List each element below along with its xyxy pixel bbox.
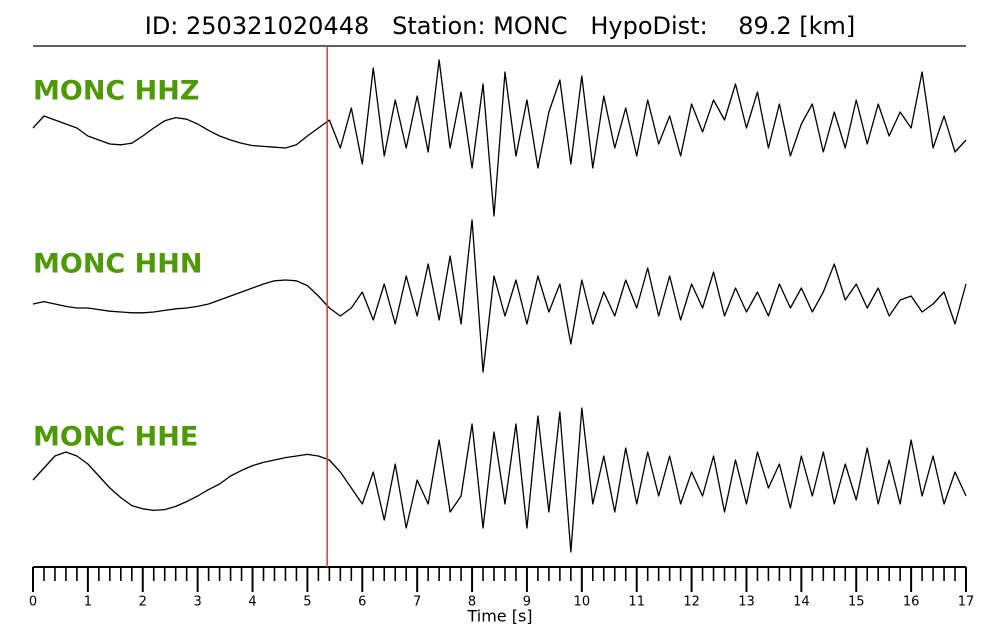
trace-label: MONC HHE bbox=[33, 422, 198, 453]
waveform bbox=[32, 219, 967, 373]
x-tick-label: 3 bbox=[194, 595, 202, 610]
chart-title: ID: 250321020448 Station: MONC HypoDist:… bbox=[145, 12, 856, 40]
x-tick-label: 11 bbox=[628, 595, 645, 610]
x-tick-label: 15 bbox=[848, 595, 865, 610]
x-tick-label: 7 bbox=[413, 595, 421, 610]
x-tick-label: 14 bbox=[793, 595, 810, 610]
x-tick-label: 8 bbox=[468, 595, 476, 610]
x-tick-label: 9 bbox=[523, 595, 531, 610]
waveform bbox=[32, 59, 967, 217]
x-tick-label: 12 bbox=[683, 595, 700, 610]
x-tick-label: 13 bbox=[738, 595, 755, 610]
x-tick-label: 1 bbox=[84, 595, 92, 610]
trace-label: MONC HHN bbox=[33, 249, 202, 280]
x-axis-label: Time [s] bbox=[466, 607, 532, 626]
x-tick-label: 10 bbox=[574, 595, 591, 610]
x-tick-label: 0 bbox=[29, 595, 37, 610]
x-tick-label: 4 bbox=[248, 595, 256, 610]
x-tick-label: 5 bbox=[303, 595, 311, 610]
waveform bbox=[32, 407, 967, 553]
x-tick-label: 2 bbox=[139, 595, 147, 610]
trace-label: MONC HHZ bbox=[33, 76, 199, 107]
x-tick-label: 6 bbox=[358, 595, 366, 610]
x-tick-label: 16 bbox=[903, 595, 920, 610]
x-tick-label: 17 bbox=[958, 595, 975, 610]
